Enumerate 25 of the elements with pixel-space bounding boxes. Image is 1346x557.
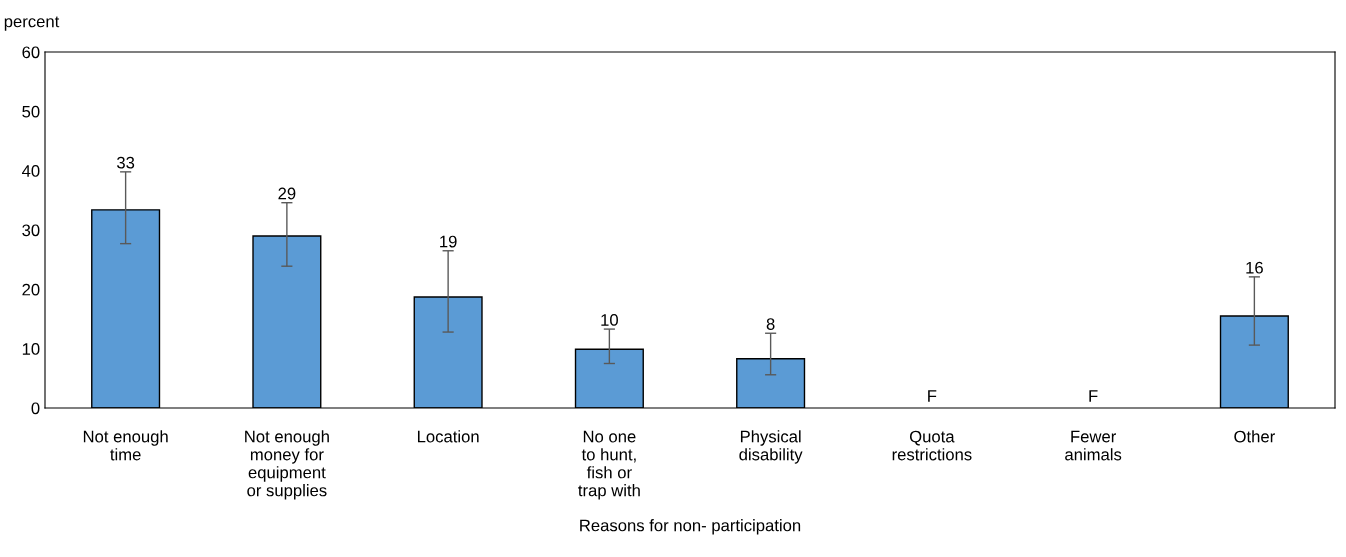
x-tick-label: Not enough time	[83, 430, 168, 461]
data-label: 33	[116, 156, 135, 169]
text: F	[1089, 390, 1098, 402]
x-tick-label: Other	[1234, 430, 1275, 443]
data-label: 19	[440, 235, 457, 248]
y-tick-label: 40	[21, 165, 40, 177]
x-tick-label: Quota restrictions	[892, 430, 972, 461]
y-tick-label: 20	[22, 283, 40, 296]
x-tick-label: Not enough money for equipment or supplies	[245, 430, 329, 500]
y-tick-label: 60	[22, 46, 40, 59]
text: F	[928, 390, 937, 402]
data-label: 8	[766, 318, 775, 330]
data-label: 29	[278, 187, 296, 200]
x-tick-label: No one to hunt, fish or trap with	[578, 430, 640, 500]
y-axis-title: percent	[4, 16, 60, 31]
y-tick-label: 10	[22, 343, 40, 355]
x-tick-label: Physical disability	[739, 430, 803, 464]
y-tick-label: 0	[31, 402, 40, 415]
x-tick-label: Fewer animals	[1065, 430, 1122, 461]
data-label: 16	[1246, 261, 1263, 274]
y-tick-label: 50	[22, 105, 40, 118]
data-label: 10	[601, 313, 618, 326]
x-axis-title: Reasons for non- participation	[580, 519, 801, 535]
x-tick-label: Location	[417, 430, 479, 443]
y-tick-label: 30	[22, 224, 40, 237]
